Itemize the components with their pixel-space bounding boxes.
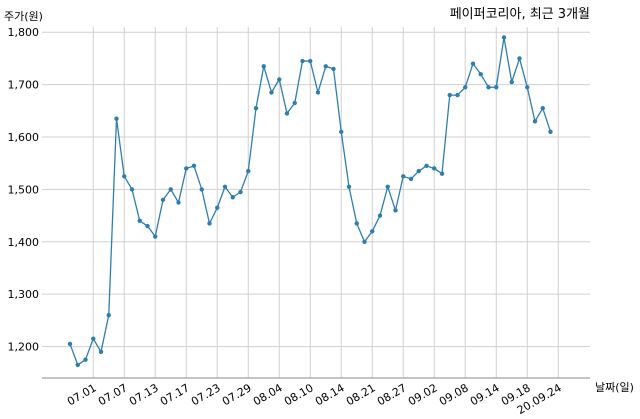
data-point xyxy=(98,349,104,355)
x-tick-label: 07.07 xyxy=(96,381,130,408)
data-point xyxy=(346,184,352,189)
data-point xyxy=(145,223,150,229)
data-point xyxy=(401,174,406,179)
x-tick-label: 08.27 xyxy=(375,381,409,408)
data-point xyxy=(215,205,220,210)
data-point xyxy=(168,187,173,192)
x-tick-label: 09.14 xyxy=(468,381,502,408)
data-point xyxy=(408,176,414,182)
data-point xyxy=(331,66,336,72)
data-point xyxy=(300,58,305,64)
data-point xyxy=(269,90,274,95)
data-point xyxy=(548,129,553,134)
data-point xyxy=(501,35,507,40)
data-point xyxy=(494,85,499,90)
data-point xyxy=(129,187,135,192)
data-point xyxy=(246,168,251,174)
x-tick-label: 08.04 xyxy=(251,381,285,408)
data-point xyxy=(292,100,297,106)
x-tick-label: 07.17 xyxy=(158,381,192,408)
data-point xyxy=(315,90,321,95)
x-tick-label: 07.29 xyxy=(220,381,254,408)
data-point xyxy=(362,239,367,244)
data-point xyxy=(432,166,437,171)
data-point xyxy=(122,174,127,179)
x-tick-label: 07.13 xyxy=(127,381,161,408)
y-tick-label: 1,400 xyxy=(8,236,40,249)
y-tick-label: 1,800 xyxy=(8,26,40,39)
data-point xyxy=(83,357,88,362)
data-point xyxy=(114,116,119,121)
data-point xyxy=(486,85,491,90)
data-point xyxy=(75,362,80,368)
data-point xyxy=(370,229,375,234)
data-point xyxy=(238,189,243,195)
data-point xyxy=(377,213,383,218)
data-point xyxy=(261,64,266,69)
data-point xyxy=(277,77,282,82)
data-point xyxy=(470,61,476,66)
y-tick-label: 1,300 xyxy=(8,288,40,301)
data-point xyxy=(447,92,452,98)
data-point xyxy=(463,85,468,90)
data-point xyxy=(525,85,530,90)
y-tick-label: 1,600 xyxy=(8,131,40,144)
x-tick-label: 09.02 xyxy=(406,381,440,408)
data-point xyxy=(284,111,290,116)
y-tick-label: 1,700 xyxy=(8,79,40,92)
data-point xyxy=(207,221,212,226)
x-tick-label: 07.01 xyxy=(65,381,99,408)
data-point xyxy=(253,106,259,111)
data-point xyxy=(191,163,197,169)
data-point xyxy=(153,234,158,239)
data-point xyxy=(91,336,96,341)
data-point xyxy=(176,200,181,205)
y-tick-label: 1,500 xyxy=(8,183,40,196)
data-point xyxy=(160,197,166,203)
data-point xyxy=(532,119,538,124)
data-point xyxy=(517,56,522,61)
data-point xyxy=(509,79,514,85)
data-point xyxy=(323,64,328,69)
data-point xyxy=(199,187,204,192)
data-point xyxy=(455,92,460,98)
series-layer xyxy=(67,35,553,368)
data-point xyxy=(308,58,313,64)
data-point xyxy=(478,71,483,77)
x-tick-label: 09.08 xyxy=(437,381,471,408)
x-axis-title: 날짜(일) xyxy=(595,380,634,394)
x-tick-label: 08.14 xyxy=(313,381,347,408)
data-point xyxy=(439,171,445,176)
data-point xyxy=(184,166,189,171)
x-tick-label: 08.10 xyxy=(282,381,316,408)
y-tick-label: 1,200 xyxy=(8,341,40,354)
chart-title: 페이퍼코리아, 최근 3개월 xyxy=(450,7,590,22)
data-point xyxy=(416,168,421,174)
data-point xyxy=(354,221,359,226)
data-point xyxy=(339,129,344,134)
data-point xyxy=(393,208,398,213)
data-point xyxy=(106,312,111,318)
data-point xyxy=(540,106,545,111)
y-axis-title: 주가(원) xyxy=(4,10,43,23)
data-point xyxy=(424,163,429,169)
grid xyxy=(42,27,590,378)
data-point xyxy=(67,341,73,347)
data-point xyxy=(222,184,228,189)
x-tick-label: 07.23 xyxy=(189,381,223,408)
data-point xyxy=(230,195,235,200)
x-tick-label: 08.21 xyxy=(344,381,378,408)
data-point xyxy=(385,184,390,189)
data-point xyxy=(137,218,142,224)
